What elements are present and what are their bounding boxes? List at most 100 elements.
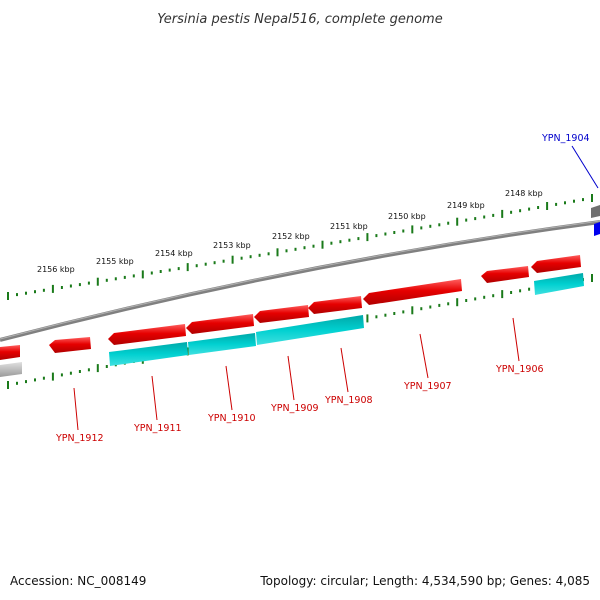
ruler-major-tick: [7, 381, 9, 389]
ruler-minor-tick: [582, 198, 584, 202]
gene-leader-lines: [73, 145, 599, 431]
gene-label-ypn-1912[interactable]: YPN_1912: [55, 433, 104, 444]
ruler-minor-tick: [78, 283, 81, 287]
gene-arrow-forward[interactable]: [363, 279, 462, 305]
ruler-minor-tick: [429, 224, 432, 228]
genome-summary-text: Topology: circular; Length: 4,534,590 bp…: [259, 574, 590, 588]
ruler-major-tick: [501, 290, 504, 299]
ruler-minor-tick: [483, 295, 486, 299]
ruler-minor-tick: [510, 291, 513, 294]
ruler-major-tick: [51, 372, 54, 381]
ruler-minor-tick: [375, 234, 378, 238]
gene-label-ypn-1906[interactable]: YPN_1906: [495, 364, 544, 375]
ruler-minor-tick: [168, 268, 171, 272]
ruler-label-2150: 2150 kbp: [388, 212, 426, 221]
ruler-minor-tick: [402, 310, 405, 314]
gene-label-ypn-1911[interactable]: YPN_1911: [133, 423, 182, 434]
ruler-track-outer: [7, 194, 593, 300]
ruler-label-2154: 2154 kbp: [155, 249, 193, 258]
ruler-minor-tick: [492, 294, 495, 298]
ruler-minor-tick: [474, 297, 477, 301]
ruler-minor-tick: [303, 246, 306, 250]
ruler-minor-tick: [213, 261, 216, 265]
ruler-minor-tick: [204, 262, 207, 266]
ruler-major-tick: [456, 217, 459, 226]
ruler-minor-tick: [114, 277, 117, 281]
gene-label-ypn-1908[interactable]: YPN_1908: [324, 395, 373, 406]
ruler-minor-tick: [240, 256, 243, 260]
genome-title: Yersinia pestis Nepal516, complete genom…: [157, 12, 442, 27]
leader-line-ypn-1907: [419, 333, 429, 379]
ruler-minor-tick: [159, 270, 162, 273]
ruler-minor-tick: [420, 307, 423, 311]
ruler-minor-tick: [105, 365, 108, 368]
ruler-minor-tick: [60, 373, 63, 377]
gene-arrow-forward[interactable]: [481, 266, 529, 283]
ruler-label-2151: 2151 kbp: [330, 222, 368, 231]
ruler-minor-tick: [312, 244, 315, 248]
ruler-minor-tick: [474, 217, 477, 221]
ruler-minor-tick: [42, 288, 45, 292]
ruler-major-tick: [7, 292, 9, 300]
ruler-label-2148: 2148 kbp: [505, 189, 543, 198]
ruler-major-tick: [276, 248, 279, 257]
gene-arrow-forward[interactable]: [186, 314, 254, 334]
gene-arrow-forward[interactable]: [531, 255, 581, 273]
ruler-major-tick: [591, 274, 593, 282]
ruler-minor-tick: [222, 259, 225, 263]
ruler-major-tick: [96, 364, 99, 373]
gene-arrow-forward[interactable]: [108, 324, 186, 345]
ruler-minor-tick: [78, 370, 81, 373]
gene-label-ypn-1904[interactable]: YPN_1904: [541, 133, 590, 144]
ruler-minor-tick: [438, 303, 441, 307]
ruler-major-tick: [546, 202, 549, 210]
leader-line-ypn-1912: [73, 387, 79, 431]
gene-arrow-forward[interactable]: [254, 305, 309, 323]
gene-arrow-forward[interactable]: [0, 345, 20, 360]
leader-line-ypn-1911: [151, 375, 158, 421]
leader-line-ypn-1910: [225, 365, 233, 411]
ruler-minor-tick: [123, 275, 126, 279]
gene-arrow-reverse[interactable]: [534, 273, 584, 295]
gene-label-ypn-1907[interactable]: YPN_1907: [403, 381, 452, 392]
ruler-label-2149: 2149 kbp: [447, 201, 485, 210]
gene-arrow-grey[interactable]: [0, 362, 22, 377]
accession-text: Accession: NC_008149: [10, 574, 146, 588]
ruler-minor-tick: [528, 287, 531, 291]
ruler-minor-tick: [34, 378, 36, 382]
ruler-minor-tick: [447, 302, 450, 306]
ruler-label-2155: 2155 kbp: [96, 257, 134, 266]
gene-arrow-forward[interactable]: [49, 337, 91, 353]
ruler-labels: 2156 kbp 2155 kbp 2154 kbp 2153 kbp 2152…: [37, 189, 543, 274]
ruler-minor-tick: [492, 213, 495, 217]
gene-arrow-reverse[interactable]: [188, 333, 256, 355]
ruler-minor-tick: [330, 241, 333, 245]
ruler-minor-tick: [465, 218, 468, 222]
ruler-minor-tick: [249, 255, 252, 259]
gene-label-ypn-1909[interactable]: YPN_1909: [270, 403, 319, 414]
gene-arrow-forward[interactable]: [308, 296, 362, 314]
gene-arrow-reverse[interactable]: [256, 315, 364, 345]
genome-backbone-highlight: [0, 220, 600, 340]
ruler-minor-tick: [384, 313, 387, 317]
ruler-minor-tick: [195, 264, 198, 268]
gene-arrow-blue[interactable]: [594, 222, 600, 236]
forward-strand-genes: [0, 205, 600, 377]
ruler-minor-tick: [348, 238, 351, 242]
gene-label-ypn-1910[interactable]: YPN_1910: [207, 413, 256, 424]
ruler-minor-tick: [258, 253, 261, 257]
ruler-major-tick: [321, 240, 324, 249]
ruler-minor-tick: [150, 271, 153, 275]
ruler-minor-tick: [519, 289, 522, 293]
ruler-minor-tick: [16, 381, 18, 385]
gene-arrow-reverse[interactable]: [109, 342, 188, 366]
genome-backbone: [0, 220, 600, 342]
ruler-minor-tick: [42, 376, 45, 380]
ruler-minor-tick: [87, 281, 90, 285]
gene-arrow-grey[interactable]: [591, 205, 600, 218]
ruler-minor-tick: [267, 252, 270, 256]
ruler-minor-tick: [402, 229, 405, 233]
ruler-major-tick: [411, 225, 414, 234]
ruler-major-tick: [501, 209, 504, 218]
leader-line-ypn-1909: [287, 355, 295, 401]
